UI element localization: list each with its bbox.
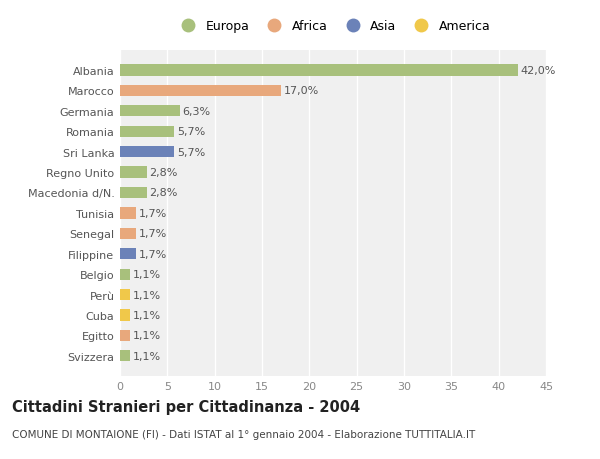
Text: 1,1%: 1,1% xyxy=(133,269,161,280)
Text: 5,7%: 5,7% xyxy=(177,127,205,137)
Bar xyxy=(120,86,281,97)
Bar xyxy=(120,65,518,77)
Bar xyxy=(120,350,130,362)
Legend: Europa, Africa, Asia, America: Europa, Africa, Asia, America xyxy=(173,17,493,36)
Bar xyxy=(120,147,174,158)
Text: 1,7%: 1,7% xyxy=(139,249,167,259)
Bar xyxy=(120,208,136,219)
Bar xyxy=(120,167,146,178)
Bar xyxy=(120,106,179,117)
Text: 1,1%: 1,1% xyxy=(133,351,161,361)
Bar xyxy=(120,330,130,341)
Bar xyxy=(120,249,136,260)
Text: 2,8%: 2,8% xyxy=(149,168,178,178)
Bar xyxy=(120,228,136,240)
Text: 17,0%: 17,0% xyxy=(284,86,319,96)
Text: 5,7%: 5,7% xyxy=(177,147,205,157)
Text: 1,1%: 1,1% xyxy=(133,310,161,320)
Text: 1,7%: 1,7% xyxy=(139,229,167,239)
Text: 1,7%: 1,7% xyxy=(139,208,167,218)
Bar xyxy=(120,289,130,301)
Bar xyxy=(120,126,174,138)
Text: 2,8%: 2,8% xyxy=(149,188,178,198)
Bar xyxy=(120,310,130,321)
Text: 1,1%: 1,1% xyxy=(133,330,161,341)
Text: COMUNE DI MONTAIONE (FI) - Dati ISTAT al 1° gennaio 2004 - Elaborazione TUTTITAL: COMUNE DI MONTAIONE (FI) - Dati ISTAT al… xyxy=(12,429,475,439)
Text: 6,3%: 6,3% xyxy=(182,106,211,117)
Text: Cittadini Stranieri per Cittadinanza - 2004: Cittadini Stranieri per Cittadinanza - 2… xyxy=(12,399,360,414)
Bar xyxy=(120,187,146,199)
Text: 1,1%: 1,1% xyxy=(133,290,161,300)
Text: 42,0%: 42,0% xyxy=(520,66,556,76)
Bar xyxy=(120,269,130,280)
